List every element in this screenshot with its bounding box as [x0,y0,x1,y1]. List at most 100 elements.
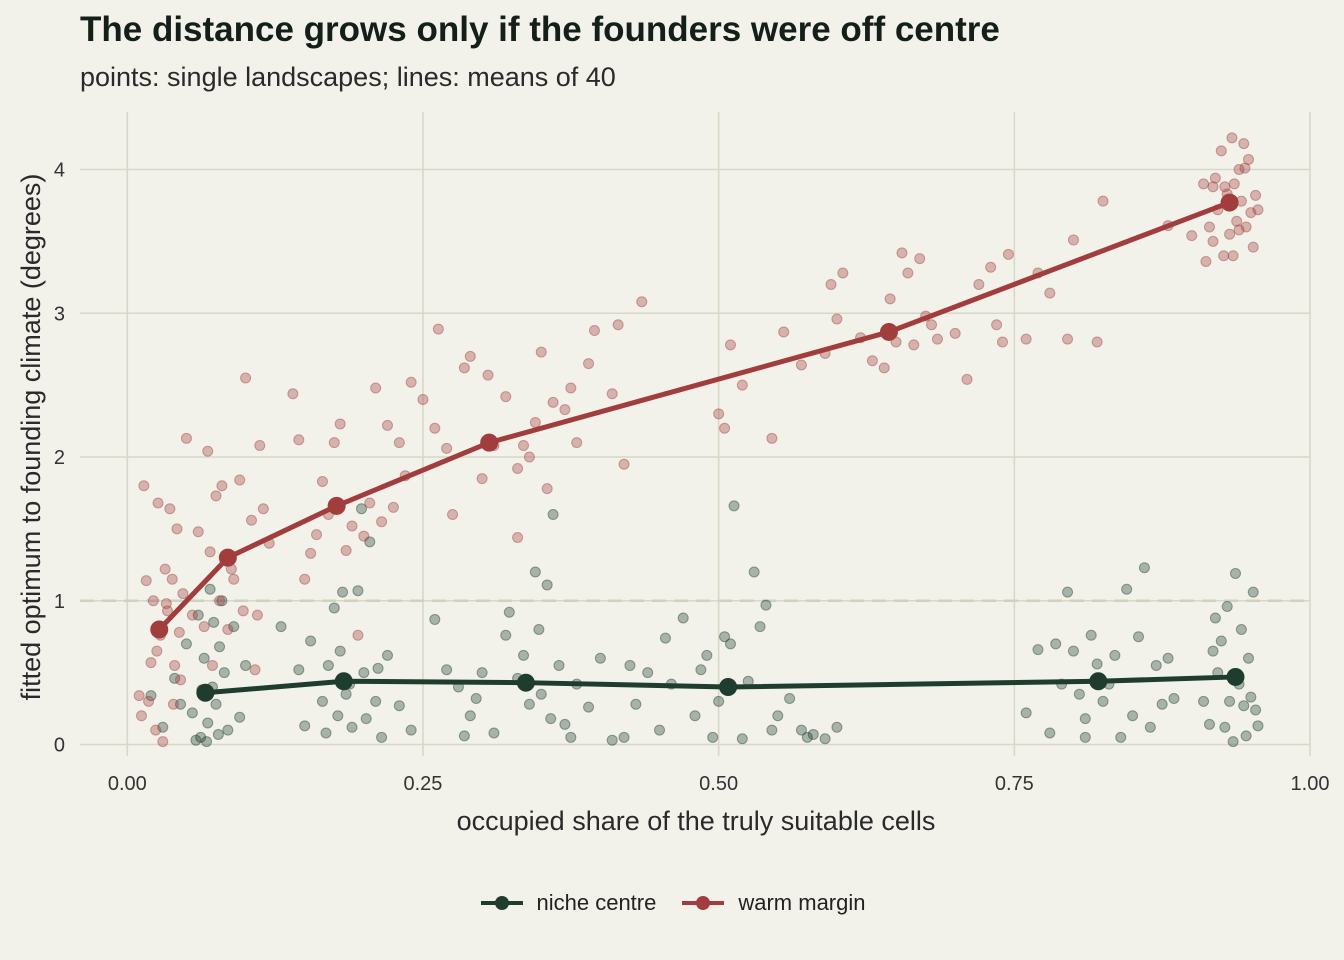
point-warm-margin [795,359,807,371]
point-niche-centre [559,718,571,730]
point-warm-margin [1240,221,1252,233]
point-warm-margin [257,503,269,515]
point-warm-margin [1198,178,1210,190]
point-niche-centre [332,710,344,722]
point-niche-centre [583,701,595,713]
point-niche-centre [190,734,202,746]
point-niche-centre [429,613,441,625]
point-niche-centre [535,688,547,700]
point-warm-margin [234,474,246,486]
point-niche-centre [1109,649,1121,661]
point-niche-centre [240,659,252,671]
point-niche-centre [736,733,748,745]
point-warm-margin [476,473,488,485]
point-niche-centre [713,695,725,707]
point-niche-centre [275,621,287,633]
point-niche-centre [1162,652,1174,664]
point-warm-margin [541,483,553,495]
point-warm-margin [1218,250,1230,262]
point-warm-margin [287,388,299,400]
point-niche-centre [553,659,565,671]
point-niche-centre [801,731,813,743]
point-niche-centre [214,641,226,653]
point-warm-margin [518,440,530,451]
point-warm-margin [311,529,323,541]
y-tick-label: 3 [54,303,65,325]
point-niche-centre [208,616,220,628]
point-niche-centre [216,595,228,607]
point-niche-centre [689,710,701,722]
legend-item-warm-margin: warm margin [680,890,866,916]
point-warm-margin [186,609,198,621]
point-warm-margin [1239,162,1251,174]
point-niche-centre [1247,586,1259,598]
point-warm-margin [500,391,512,403]
point-warm-margin [1231,215,1243,227]
point-warm-margin [162,605,174,617]
point-niche-centre [1219,721,1231,733]
point-warm-margin [884,293,896,305]
point-warm-margin [991,319,1003,331]
mean-line-warm-margin [157,200,1231,632]
point-niche-centre [358,667,370,679]
point-niche-centre [677,612,689,624]
point-niche-centre [1062,586,1074,598]
point-niche-centre [441,664,453,676]
point-warm-margin [198,621,210,633]
point-niche-centre [1198,695,1210,707]
point-warm-margin [766,432,778,444]
point-warm-margin [358,530,370,542]
point-warm-margin [523,451,535,463]
point-warm-margin [636,296,648,308]
point-niche-centre [1224,695,1236,707]
y-tick-label: 4 [54,160,65,182]
point-niche-centre [819,733,831,745]
point-warm-margin [1228,178,1240,190]
point-niche-centre [382,649,393,661]
x-tick-label: 0.00 [108,773,147,795]
point-niche-centre [1091,658,1103,670]
point-warm-margin [169,659,181,671]
point-warm-margin [340,544,352,556]
point-niche-centre [772,710,784,722]
point-warm-margin [429,422,441,434]
point-niche-centre [186,707,198,719]
point-niche-centre [1050,638,1062,650]
point-warm-margin [1209,172,1221,184]
point-warm-margin [1233,224,1245,236]
point-warm-margin [164,503,176,515]
point-niche-centre [1209,612,1221,624]
mean-point-niche-centre [196,683,215,702]
point-niche-centre [293,664,305,676]
point-niche-centre [222,724,234,736]
mean-point-niche-centre [719,678,738,696]
point-niche-centre [372,662,384,674]
point-warm-margin [1002,248,1014,260]
point-niche-centre [1121,583,1133,595]
point-niche-centre [320,727,332,739]
point-niche-centre [594,652,606,664]
point-warm-margin [778,326,790,338]
point-niche-centre [618,731,630,743]
point-warm-margin [914,253,926,265]
point-niche-centre [1079,731,1091,743]
point-niche-centre [724,638,736,650]
point-warm-margin [997,336,1008,348]
point-warm-margin [535,346,547,358]
point-warm-margin [1226,132,1238,144]
point-warm-margin [878,362,890,374]
point-warm-margin [458,362,470,374]
point-warm-margin [254,440,266,451]
point-niche-centre [180,638,192,650]
point-warm-margin [1250,189,1262,201]
point-niche-centre [523,698,535,710]
point-niche-centre [529,566,541,578]
chart-subtitle: points: single landscapes; lines: means … [80,62,616,92]
point-warm-margin [926,319,938,331]
point-niche-centre [784,693,796,704]
point-warm-margin [1020,333,1032,345]
point-niche-centre [376,731,388,743]
point-niche-centre [346,721,358,733]
mean-point-warm-margin [480,433,499,452]
point-warm-margin [606,388,618,400]
